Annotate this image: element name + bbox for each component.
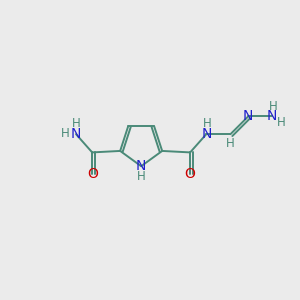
Text: H: H [268,100,277,113]
Text: H: H [137,170,146,183]
Text: H: H [226,137,235,150]
Text: H: H [202,117,211,130]
Text: N: N [243,110,253,124]
Text: O: O [185,167,196,181]
Text: N: N [201,127,211,141]
Text: O: O [87,167,98,181]
Text: H: H [61,127,70,140]
Text: H: H [277,116,286,130]
Text: H: H [72,117,81,130]
Text: N: N [136,159,146,173]
Text: N: N [71,127,81,141]
Text: N: N [267,110,278,124]
